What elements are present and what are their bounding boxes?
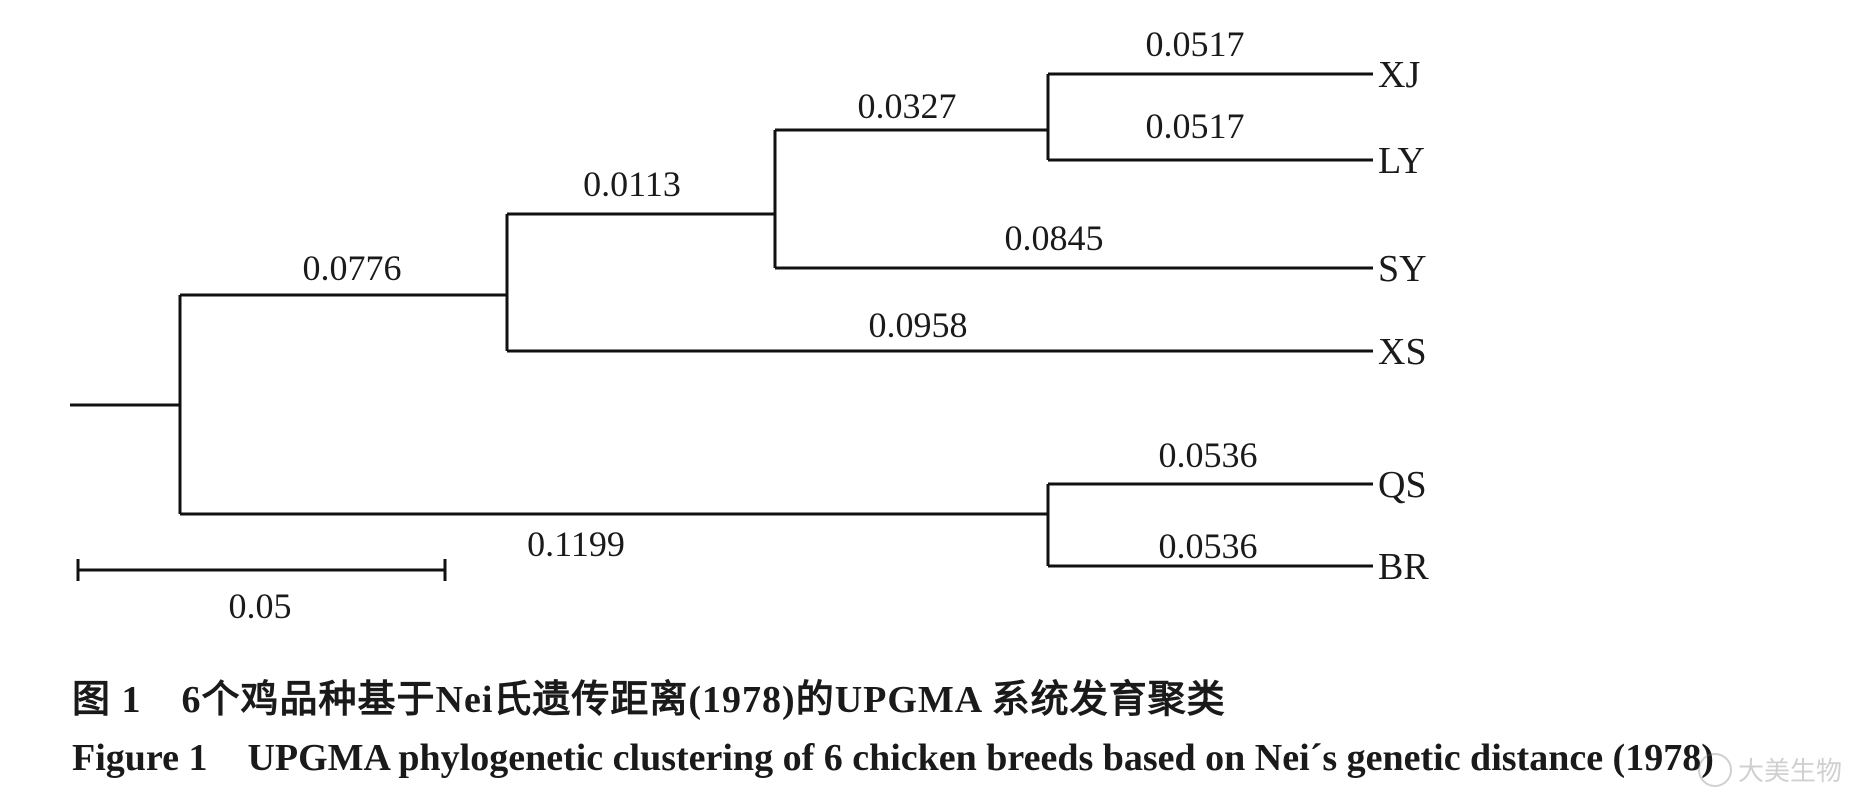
upgma-dendrogram: 0.0517 0.0517 0.0327 0.0113 0.0845 0.077… [70, 24, 1429, 626]
leaf-label-ly: LY [1378, 140, 1425, 182]
leaf-label-xj: XJ [1378, 54, 1420, 96]
figure-title-english: UPGMA phylogenetic clustering of 6 chick… [247, 737, 1714, 779]
branch-length-br: 0.0536 [1159, 526, 1258, 566]
branch-length-sy: 0.0845 [1005, 218, 1104, 258]
leaf-label-br: BR [1378, 546, 1429, 588]
figure-caption-english: Figure 1 UPGMA phylogenetic clustering of… [72, 736, 1714, 780]
figure-number-chinese: 图 1 [72, 679, 142, 721]
leaf-labels: XJ LY SY XS QS BR [1378, 54, 1429, 588]
branch-length-labels: 0.0517 0.0517 0.0327 0.0113 0.0845 0.077… [229, 24, 1258, 626]
watermark-logo-icon [1697, 752, 1732, 787]
branch-length-qs-br: 0.1199 [527, 524, 625, 564]
phylogenetic-figure: 0.0517 0.0517 0.0327 0.0113 0.0845 0.077… [70, 24, 1429, 626]
figure-title-chinese: 6个鸡品种基于Nei氏遗传距离(1978)的UPGMA 系统发育聚类 [181, 679, 1226, 721]
branch-length-xj-ly: 0.0327 [858, 86, 957, 126]
watermark-text: 大美生物 [1737, 757, 1842, 787]
branch-length-xj-ly-sy: 0.0113 [583, 164, 681, 204]
leaf-label-qs: QS [1378, 464, 1427, 506]
figure-number-english: Figure 1 [72, 737, 208, 779]
branch-length-xs: 0.0958 [869, 305, 968, 345]
branch-length-xj-ly-sy-xs: 0.0776 [303, 248, 402, 288]
tree-branches [70, 72, 1373, 581]
leaf-label-sy: SY [1378, 248, 1427, 290]
branch-length-xj: 0.0517 [1146, 24, 1245, 64]
branch-length-ly: 0.0517 [1146, 106, 1245, 146]
figure-caption-chinese: 图 1 6个鸡品种基于Nei氏遗传距离(1978)的UPGMA 系统发育聚类 [72, 668, 1226, 723]
watermark: 大美生物 [1697, 751, 1842, 788]
branch-length-qs: 0.0536 [1159, 435, 1258, 475]
scale-bar-label: 0.05 [229, 586, 292, 626]
leaf-label-xs: XS [1378, 331, 1427, 373]
